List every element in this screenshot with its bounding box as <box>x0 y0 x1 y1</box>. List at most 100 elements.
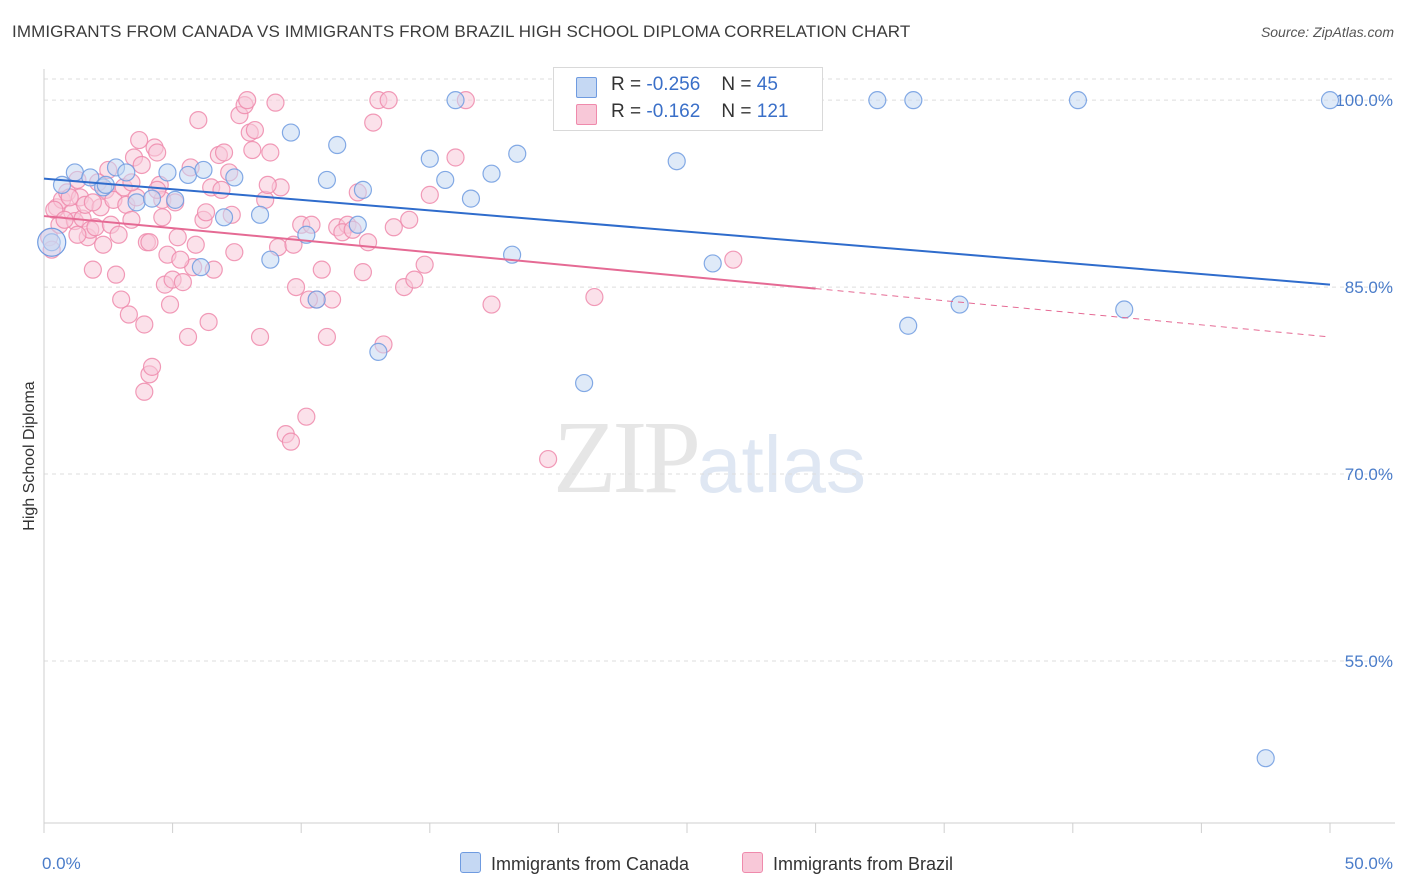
brazil-point <box>132 155 151 175</box>
y-tick-label: 100.0% <box>1335 91 1393 110</box>
brazil-point <box>379 91 398 110</box>
legend-swatch-brazil <box>576 104 597 125</box>
brazil-point <box>83 260 102 279</box>
brazil-point <box>364 113 383 132</box>
brazil-point <box>135 382 154 401</box>
canada-point <box>225 168 244 187</box>
legend-r-label: R = <box>611 74 642 95</box>
brazil-trend-line <box>43 215 816 290</box>
brazil-point <box>160 295 180 314</box>
brazil-point <box>212 180 231 199</box>
canada-point <box>1256 749 1275 768</box>
canada-point <box>446 91 465 110</box>
chart-title: IMMIGRANTS FROM CANADA VS IMMIGRANTS FRO… <box>12 22 911 41</box>
x-tick-label-max: 50.0% <box>1345 854 1393 873</box>
legend-n-value: 121 <box>756 101 789 122</box>
watermark-zip: ZIP <box>553 400 701 515</box>
bottom-legend-brazil: Immigrants from Brazil <box>742 852 953 875</box>
legend-swatch-canada <box>576 77 597 98</box>
y-tick-label: 70.0% <box>1345 465 1393 484</box>
canada-point <box>904 91 923 110</box>
brazil-point <box>724 250 743 269</box>
canada-point <box>353 180 373 199</box>
brazil-point <box>225 243 244 262</box>
brazil-point <box>245 120 265 140</box>
brazil-point <box>281 432 301 451</box>
brazil-point <box>94 235 113 254</box>
bottom-legend-label-canada: Immigrants from Canada <box>491 854 690 874</box>
legend-r-value: -0.256 <box>646 74 701 95</box>
brazil-point <box>243 140 262 160</box>
brazil-point <box>135 315 154 334</box>
y-tick-label: 85.0% <box>1345 278 1393 297</box>
brazil-point <box>297 407 316 426</box>
watermark-atlas: atlas <box>697 420 866 509</box>
canada-point <box>1115 300 1134 319</box>
canada-point <box>142 189 162 208</box>
brazil-point <box>186 235 205 254</box>
canada-point <box>369 342 388 362</box>
canada-point <box>899 316 918 335</box>
brazil-point <box>420 185 439 204</box>
brazil-point <box>189 110 208 130</box>
canada-point <box>194 160 213 180</box>
brazil-point <box>415 255 434 274</box>
canada-point <box>348 215 367 234</box>
legend-n-label: N = <box>721 74 752 95</box>
canada-point <box>575 373 594 393</box>
brazil-point <box>317 327 337 347</box>
x-tick-label-min: 0.0% <box>42 854 81 873</box>
bottom-legend-swatch-brazil <box>742 852 763 873</box>
canada-point <box>703 254 722 273</box>
canada-point <box>166 190 185 209</box>
brazil-point <box>130 130 149 150</box>
brazil-point <box>400 210 419 229</box>
legend-n-value: 45 <box>756 74 778 95</box>
brazil-point <box>266 93 285 112</box>
bottom-legend-canada: Immigrants from Canada <box>460 852 689 875</box>
canada-point <box>158 163 177 182</box>
brazil-point <box>250 327 270 347</box>
canada-point <box>1068 91 1088 110</box>
legend-r-label: R = <box>611 101 642 122</box>
brazil-point <box>322 290 342 309</box>
y-axis-label: High School Diploma <box>21 381 38 531</box>
brazil-point <box>173 273 192 292</box>
brazil-point <box>119 305 138 324</box>
watermark: ZIPatlas <box>553 398 866 517</box>
brazil-point <box>286 277 306 297</box>
brazil-point <box>68 225 87 244</box>
canada-point <box>281 123 301 142</box>
canada-point <box>214 208 234 227</box>
brazil-point <box>214 143 234 162</box>
brazil-point <box>112 290 131 309</box>
bottom-legend-label-brazil: Immigrants from Brazil <box>773 854 954 874</box>
brazil-point <box>238 91 257 110</box>
canada-point <box>250 205 270 224</box>
chart-source: Source: ZipAtlas.com <box>1260 24 1394 40</box>
brazil-point <box>168 228 187 247</box>
canada-point <box>191 258 210 277</box>
legend-r-value: -0.162 <box>646 101 701 122</box>
correlation-legend: R = -0.256 N = 45 R = -0.162 N = 121 <box>553 67 823 131</box>
canada-point <box>950 295 969 314</box>
canada-point <box>117 163 136 182</box>
brazil-point <box>353 263 373 282</box>
canada-point <box>436 170 455 190</box>
canada-point <box>307 290 326 309</box>
canada-trend-line <box>43 177 1331 286</box>
brazil-point <box>196 203 216 222</box>
brazil-point <box>312 260 331 279</box>
brazil-point <box>83 193 102 212</box>
brazil-point <box>446 148 465 167</box>
brazil-point <box>199 312 218 332</box>
canada-point <box>317 170 337 190</box>
y-tick-label: 55.0% <box>1345 652 1393 671</box>
canada-point <box>1320 91 1340 110</box>
brazil-point <box>405 270 424 289</box>
brazil-point <box>148 143 167 162</box>
brazil-point <box>384 218 403 237</box>
canada-point-large <box>37 227 67 257</box>
canada-point <box>65 163 84 182</box>
brazil-point <box>106 265 126 284</box>
